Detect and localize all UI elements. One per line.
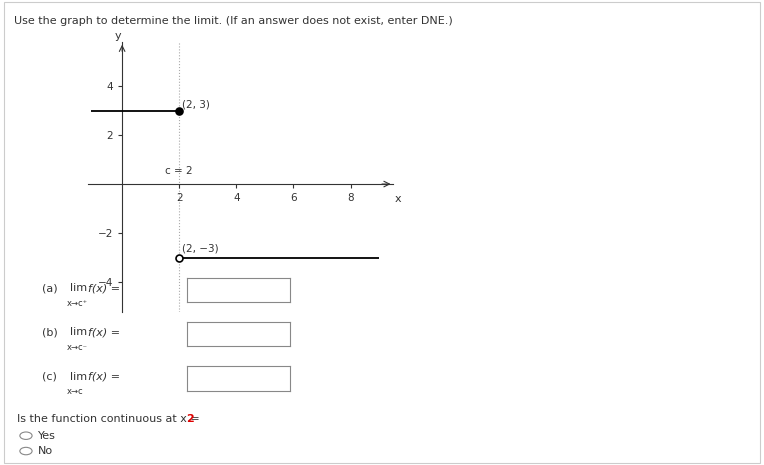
Text: lim: lim	[70, 372, 87, 382]
Text: f(x) =: f(x) =	[88, 283, 120, 293]
Text: (c): (c)	[42, 372, 57, 382]
Text: x→c⁺: x→c⁺	[67, 299, 89, 307]
Text: x→c⁻: x→c⁻	[67, 343, 88, 352]
Text: Is the function continuous at x =: Is the function continuous at x =	[17, 414, 203, 425]
Text: x→c: x→c	[67, 387, 84, 396]
Text: f(x) =: f(x) =	[88, 327, 120, 338]
Text: (2, 3): (2, 3)	[182, 100, 210, 110]
Text: 2: 2	[186, 414, 193, 425]
Text: y: y	[115, 31, 121, 40]
Text: No: No	[38, 446, 53, 456]
Text: x: x	[395, 194, 402, 204]
Text: Use the graph to determine the limit. (If an answer does not exist, enter DNE.): Use the graph to determine the limit. (I…	[14, 16, 452, 27]
Text: (b): (b)	[42, 327, 58, 338]
Text: (2, −3): (2, −3)	[182, 244, 219, 253]
Text: lim: lim	[70, 283, 87, 293]
Text: Yes: Yes	[38, 431, 56, 441]
Text: lim: lim	[70, 327, 87, 338]
Text: c = 2: c = 2	[165, 166, 193, 176]
Text: (a): (a)	[42, 283, 57, 293]
Text: f(x) =: f(x) =	[88, 372, 120, 382]
